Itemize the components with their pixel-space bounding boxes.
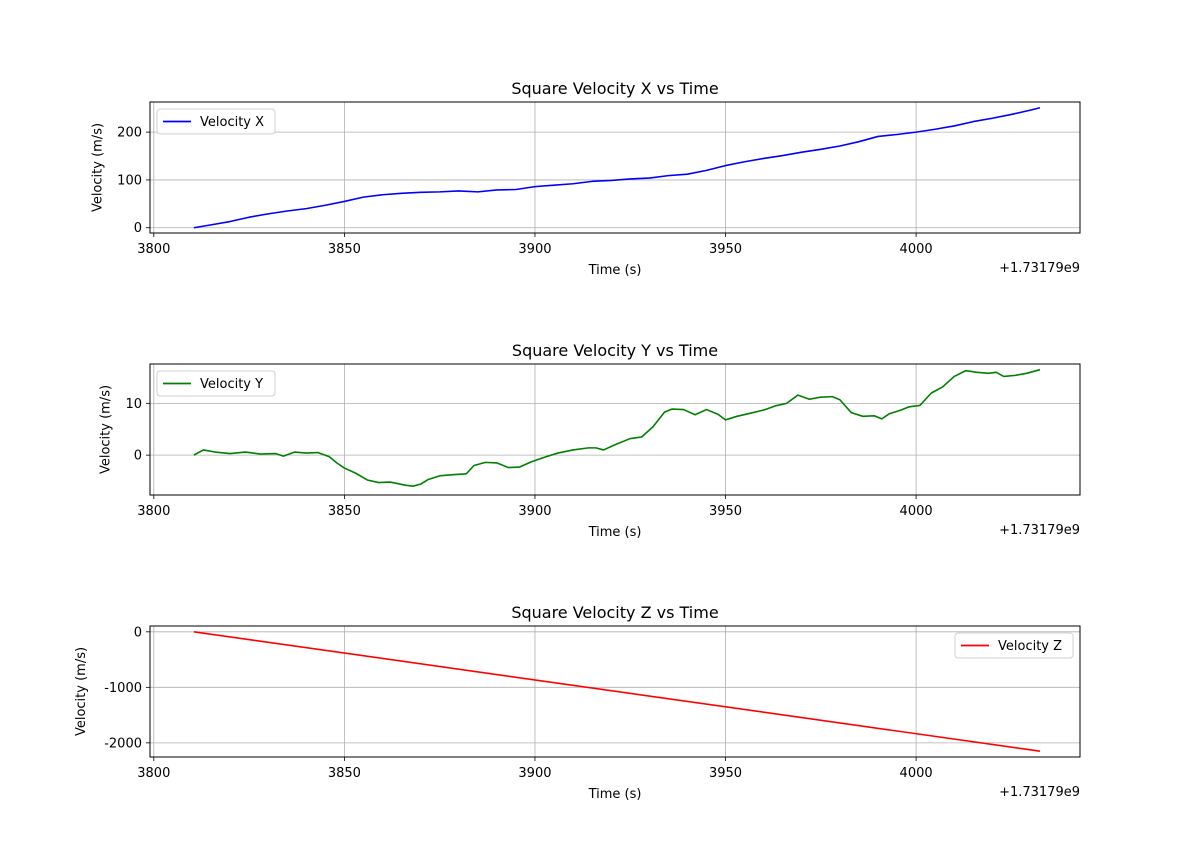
chart-title: Square Velocity Y vs Time (512, 341, 718, 360)
x-tick-label: 3850 (328, 766, 361, 781)
x-offset-label: +1.73179e9 (999, 785, 1080, 800)
x-tick-label: 3800 (137, 766, 170, 781)
y-axis-label: Velocity (m/s) (90, 123, 105, 212)
axes-frame (149, 363, 1081, 496)
legend-label: Velocity Z (998, 639, 1062, 654)
x-offset-label: +1.73179e9 (999, 261, 1080, 276)
y-tick-label: 200 (117, 126, 142, 141)
series-line-velocity-z (193, 631, 1041, 752)
chart-title: Square Velocity Z vs Time (511, 603, 718, 622)
x-tick-label: 3800 (137, 504, 170, 519)
y-tick-label: 0 (134, 221, 142, 236)
legend-box (954, 632, 1074, 659)
x-tick-label: 3950 (709, 504, 742, 519)
y-axis-label: Velocity (m/s) (74, 647, 89, 736)
x-tick-label: 4000 (900, 766, 933, 781)
legend-label: Velocity Y (200, 377, 263, 392)
legend: Velocity Y (156, 370, 276, 397)
legend-label: Velocity X (200, 115, 264, 130)
x-tick-label: 3900 (518, 766, 551, 781)
chart-panel-3: 3800 3850 3900 3950 4000 0 -1000 -2000 Square Ve… (74, 603, 1081, 802)
chart-panel-2: 3800 3850 3900 3950 4000 0 10 Square Velocity Y… (99, 341, 1081, 540)
legend-box (156, 108, 276, 135)
y-tick-label: 100 (117, 173, 142, 188)
x-tick-label: 3900 (518, 504, 551, 519)
y-tick-label: 0 (134, 625, 142, 640)
x-tick-label: 3950 (709, 242, 742, 257)
series-line-velocity-x (193, 106, 1041, 229)
x-offset-label: +1.73179e9 (999, 523, 1080, 538)
axes-frame (149, 101, 1081, 234)
chart-panel-1: 3800 3850 3900 3950 4000 0 100 200 Square Veloci… (90, 79, 1081, 278)
x-axis-label: Time (s) (588, 525, 642, 540)
chart-title: Square Velocity X vs Time (511, 79, 718, 98)
x-tick-label: 4000 (900, 504, 933, 519)
legend-box (156, 370, 276, 397)
x-tick-label: 3900 (518, 242, 551, 257)
x-tick-label: 3850 (328, 242, 361, 257)
y-tick-label: -2000 (104, 736, 142, 751)
y-tick-label: 10 (125, 397, 142, 412)
x-tick-label: 3950 (709, 766, 742, 781)
legend: Velocity X (156, 108, 276, 135)
axes-frame (149, 625, 1081, 758)
y-axis-label: Velocity (m/s) (99, 385, 114, 474)
series-line-velocity-y (193, 368, 1041, 487)
legend: Velocity Z (954, 632, 1074, 659)
x-tick-label: 3800 (137, 242, 170, 257)
y-tick-label: 0 (134, 449, 142, 464)
y-tick-label: -1000 (104, 681, 142, 696)
x-tick-label: 3850 (328, 504, 361, 519)
x-axis-label: Time (s) (588, 263, 642, 278)
x-axis-label: Time (s) (588, 787, 642, 802)
x-tick-label: 4000 (900, 242, 933, 257)
